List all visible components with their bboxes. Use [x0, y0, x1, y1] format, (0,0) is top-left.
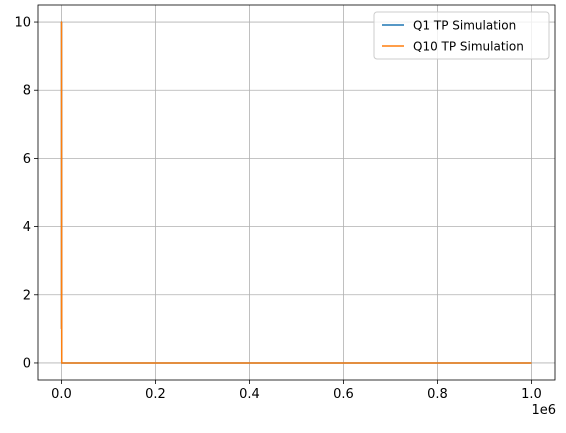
legend-label-1: Q1 TP Simulation [413, 19, 516, 33]
series-lines [60, 21, 532, 364]
x-tick-label: 1.0 [521, 387, 542, 402]
x-tick-label: 0.2 [145, 387, 166, 402]
y-tick-label: 0 [23, 356, 31, 371]
legend-box [373, 11, 550, 60]
y-tick-label: 8 [23, 84, 31, 99]
series-line-1 [60, 21, 532, 364]
y-tick-label: 2 [23, 288, 31, 303]
x-tick-label: 0.0 [51, 387, 72, 402]
grid-lines [38, 5, 555, 380]
y-tick-label: 4 [23, 220, 31, 235]
x-tick-label: 0.4 [239, 387, 260, 402]
plot-area-frame [37, 4, 556, 381]
x-tick-label: 0.8 [427, 387, 448, 402]
axis-ticks: 0.0 0.2 0.4 0.6 0.8 1.0 0 2 4 6 8 10 [14, 16, 541, 402]
x-axis-offset-label: 1e6 [531, 403, 556, 418]
series-line-2 [60, 21, 532, 364]
legend-label-2: Q10 TP Simulation [413, 40, 524, 54]
y-tick-label: 6 [23, 152, 31, 167]
legend: Q1 TP Simulation Q10 TP Simulation [373, 11, 550, 60]
y-tick-label: 10 [14, 16, 31, 31]
x-tick-label: 0.6 [333, 387, 354, 402]
